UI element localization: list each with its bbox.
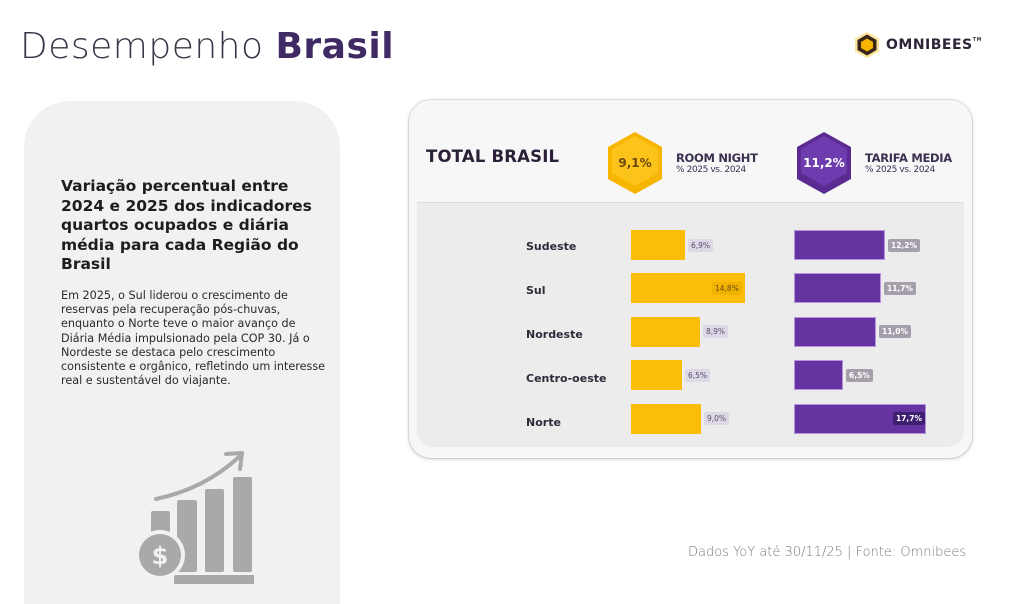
omnibees-logo: OMNIBEESTM	[854, 31, 982, 59]
tarifa-value: 12,2%	[888, 239, 921, 252]
side-panel: Variação percentual entre 2024 e 2025 do…	[24, 101, 340, 604]
tarifa-value: 17,7%	[893, 412, 926, 425]
tarifa-value: 6,5%	[846, 369, 873, 382]
room-night-bar	[631, 404, 701, 434]
kpi-value: 11,2%	[803, 156, 845, 170]
hexagon-badge-icon: 9,1%	[606, 130, 664, 196]
room-night-bar	[631, 230, 685, 260]
region-label: Sul	[526, 284, 546, 297]
kpi-label: ROOM NIGHT	[676, 151, 758, 165]
tarifa-bar	[794, 273, 881, 303]
room-night-value: 8,9%	[703, 325, 729, 338]
room-night-value: 6,9%	[688, 239, 714, 252]
kpi-label: TARIFA MEDIA	[865, 151, 952, 165]
source-note: Dados YoY até 30/11/25 | Fonte: Omnibees	[688, 545, 967, 560]
room-night-value: 6,5%	[685, 369, 711, 382]
tarifa-bar	[794, 317, 876, 347]
hexagon-logo-icon	[854, 31, 880, 59]
region-label: Norte	[526, 416, 561, 429]
hexagon-badge-icon: 11,2%	[795, 130, 853, 196]
logo-text: OMNIBEESTM	[886, 37, 983, 53]
region-label: Nordeste	[526, 328, 583, 341]
total-brasil-card: TOTAL BRASIL 9,1% ROOM NIGHT % 2025 vs. …	[409, 100, 972, 458]
page-title: Desempenho Brasil	[20, 26, 394, 67]
page-title-bold: Brasil	[275, 26, 395, 67]
kpi-sublabel: % 2025 vs. 2024	[865, 165, 935, 175]
kpi-room-night: 9,1% ROOM NIGHT % 2025 vs. 2024	[606, 130, 758, 196]
tarifa-bar	[794, 230, 885, 260]
card-title: TOTAL BRASIL	[426, 147, 560, 166]
svg-text:$: $	[152, 542, 169, 570]
side-heading: Variação percentual entre 2024 e 2025 do…	[61, 177, 312, 273]
side-body: Em 2025, o Sul liderou o crescimento de …	[61, 289, 326, 388]
room-night-value: 14,8%	[712, 282, 742, 295]
region-label: Sudeste	[526, 240, 577, 253]
tarifa-bar	[794, 360, 843, 390]
tarifa-value: 11,7%	[884, 282, 917, 295]
room-night-value: 9,0%	[704, 412, 730, 425]
page-title-light: Desempenho	[20, 26, 264, 67]
kpi-sublabel: % 2025 vs. 2024	[676, 165, 746, 175]
growth-chart-dollar-icon: $	[114, 444, 266, 589]
tarifa-value: 11,0%	[879, 325, 912, 338]
kpi-tarifa-media: 11,2% TARIFA MEDIA % 2025 vs. 2024	[795, 130, 952, 196]
kpi-value: 9,1%	[618, 156, 652, 170]
region-label: Centro-oeste	[526, 372, 607, 385]
room-night-bar	[631, 317, 700, 347]
room-night-bar	[631, 360, 682, 390]
